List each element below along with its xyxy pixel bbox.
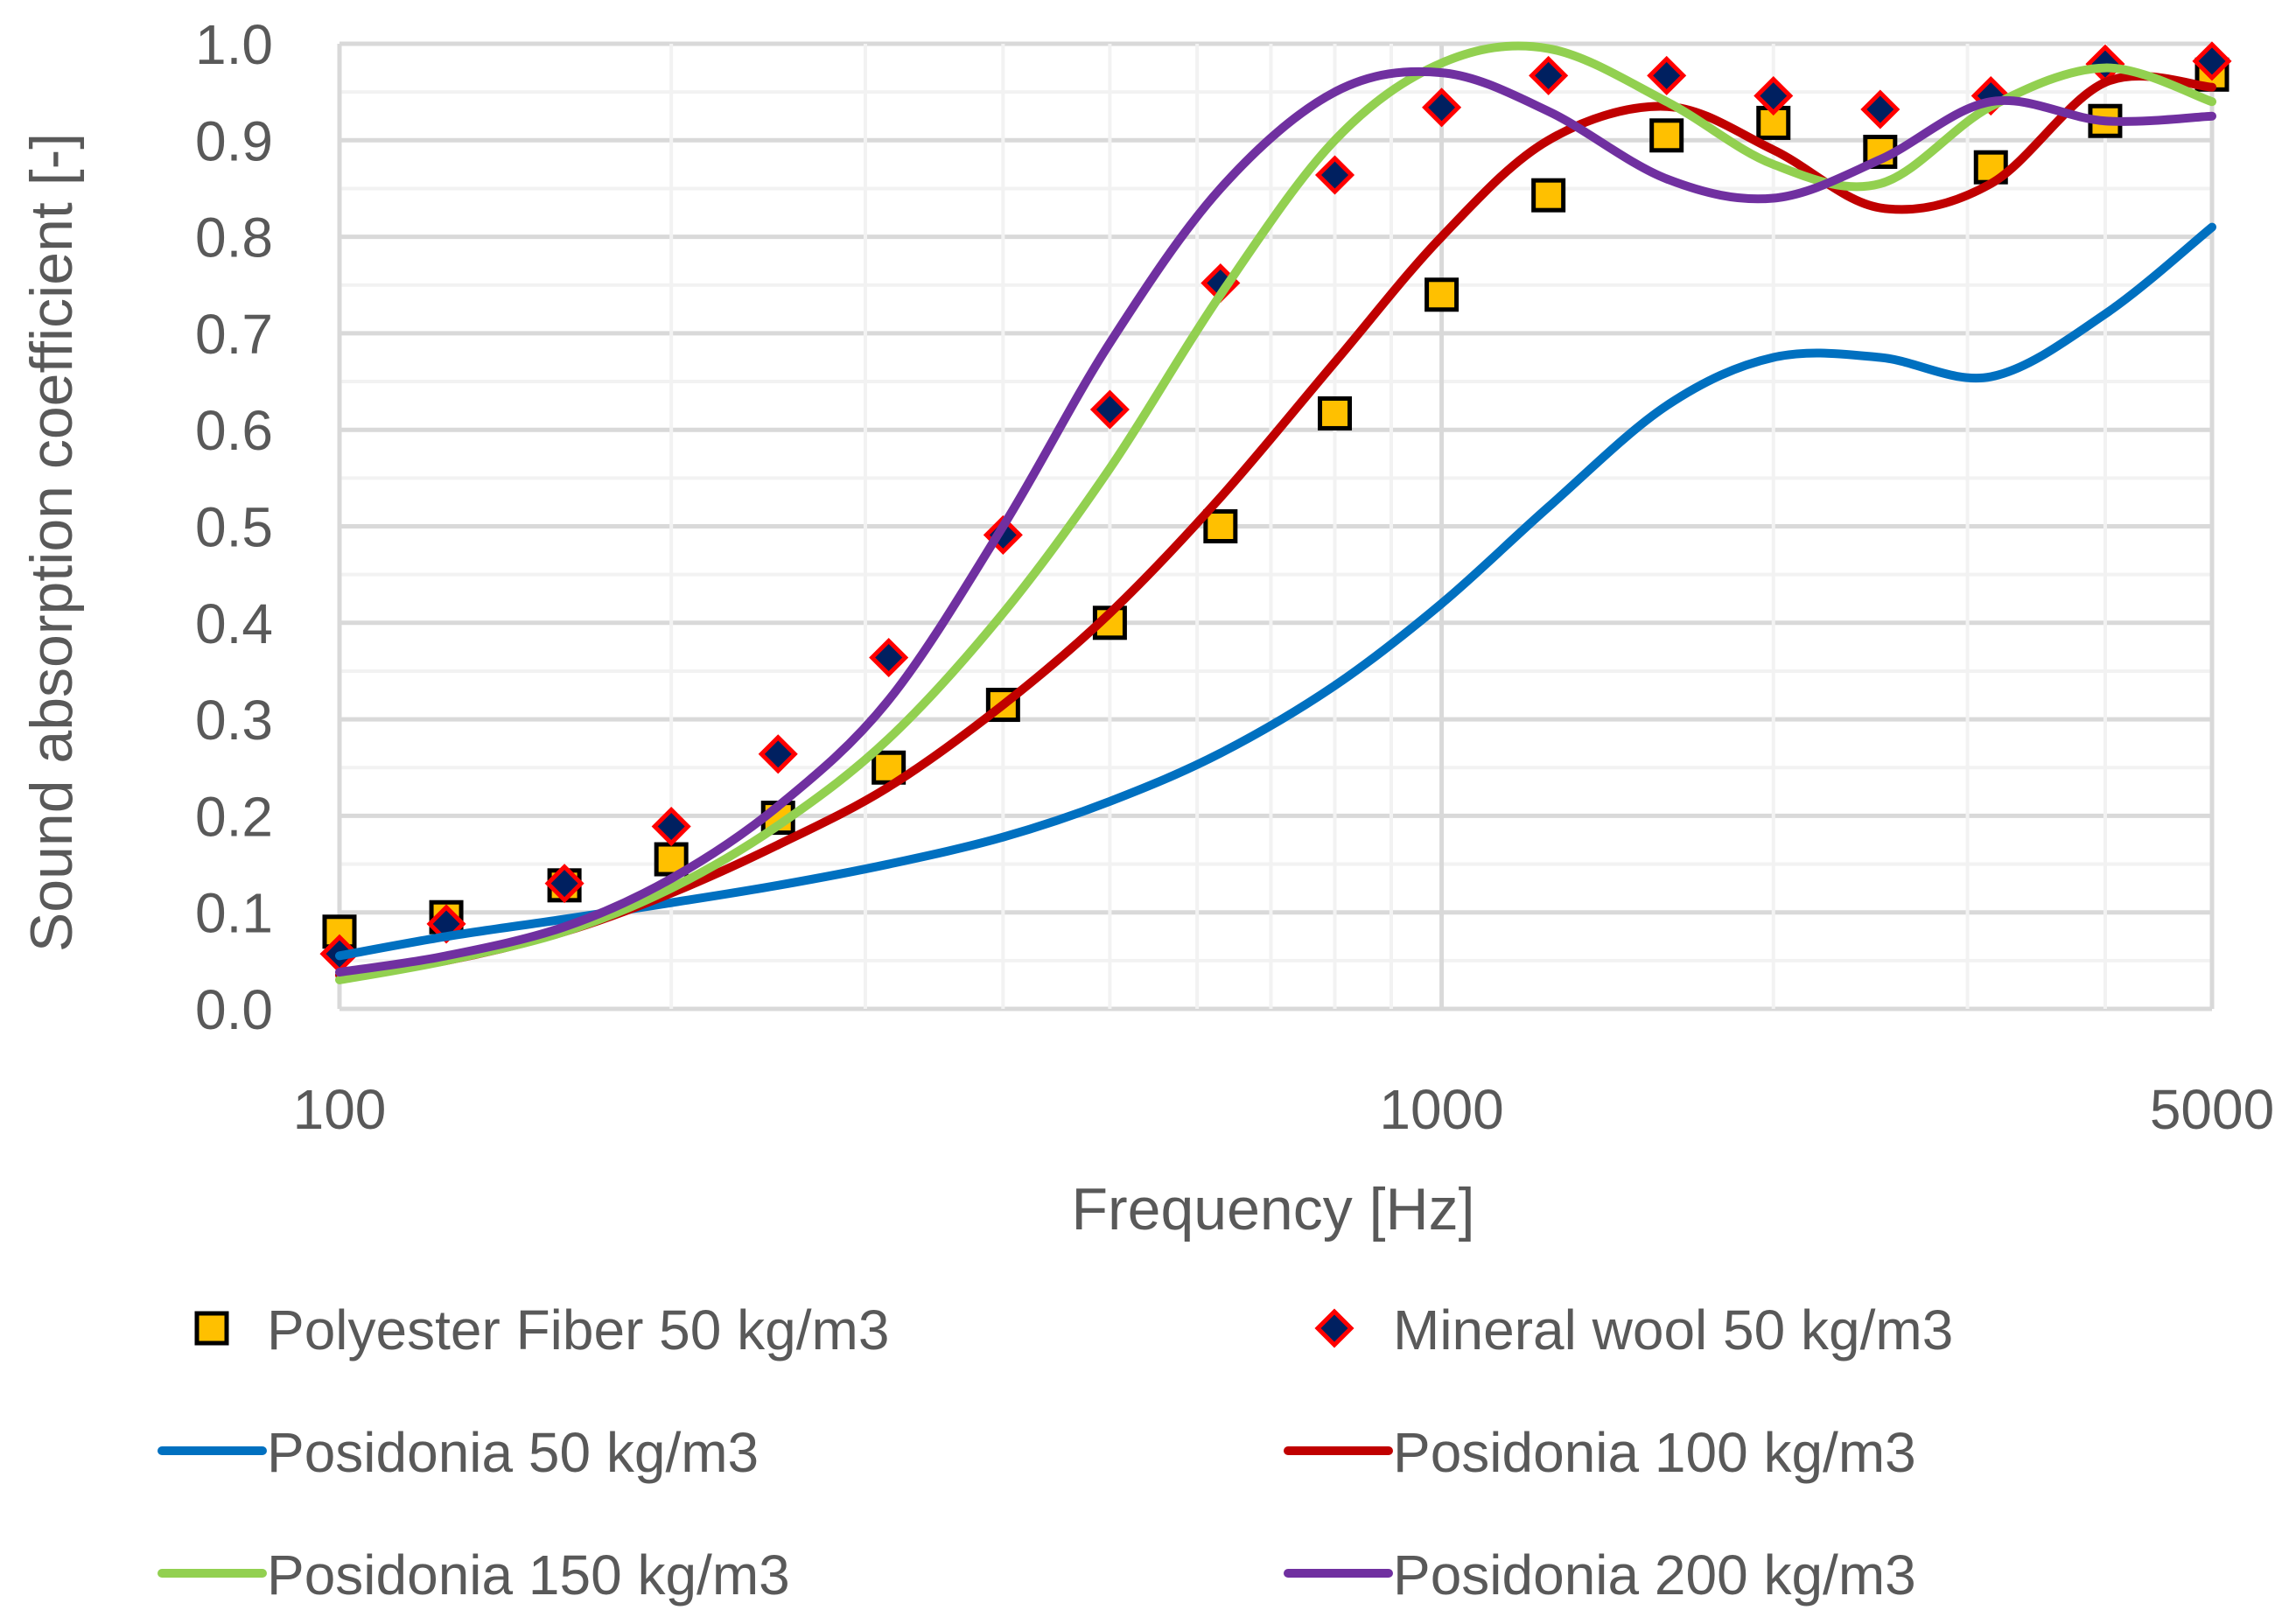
series-line-posidonia-150-kg-m3 (335, 41, 2216, 984)
data-point-diamond (1314, 155, 1355, 195)
y-tick-label: 0.9 (195, 109, 273, 172)
y-tick-label: 0.0 (195, 978, 273, 1041)
series-mineral-wool-50-kg-m3 (319, 41, 2232, 974)
y-tick-labels: 0.0 0.1 0.2 0.3 0.4 0.5 0.6 0.7 0.8 0.9 1.0 (195, 13, 273, 1041)
data-point-square (1756, 105, 1791, 140)
legend-label: Polyester Fiber 50 kg/m3 (267, 1298, 889, 1362)
legend-square-marker (194, 1311, 229, 1346)
data-point-diamond (1860, 89, 1900, 130)
y-tick-label: 0.1 (195, 882, 273, 945)
data-point-diamond (1754, 76, 1794, 116)
data-point-square (1649, 118, 1684, 153)
data-point-square (1424, 277, 1460, 312)
series-line-posidonia-50-kg-m3 (335, 222, 2216, 961)
legend-label: Posidonia 150 kg/m3 (267, 1544, 790, 1606)
y-axis-title: Sound absorption coefficient [-] (18, 133, 85, 952)
data-point-square (1203, 509, 1238, 543)
legend-label: Mineral wool 50 kg/m3 (1393, 1298, 1953, 1362)
legend-label: Posidonia 100 kg/m3 (1393, 1421, 1916, 1484)
legend: Polyester Fiber 50 kg/m3 Mineral wool 50 … (158, 1298, 1953, 1606)
data-point-diamond (651, 806, 691, 847)
legend-item: Posidonia 200 kg/m3 (1284, 1544, 1916, 1606)
legend-item: Posidonia 150 kg/m3 (158, 1544, 790, 1606)
data-point-diamond (2192, 41, 2232, 81)
data-point-square (1531, 178, 1566, 213)
data-point-diamond (1422, 88, 1462, 128)
legend-diamond-marker (1314, 1308, 1354, 1348)
series-polyester-fiber-50-kg-m3 (322, 57, 2230, 949)
y-tick-label: 1.0 (195, 13, 273, 76)
data-point-diamond (869, 637, 909, 678)
x-tick-label: 100 (293, 1078, 387, 1141)
data-point-diamond (1529, 55, 1569, 95)
series-line-posidonia-200-kg-m3 (335, 66, 2216, 977)
y-tick-label: 0.5 (195, 496, 273, 559)
legend-item: Posidonia 100 kg/m3 (1284, 1421, 1916, 1484)
y-tick-label: 0.3 (195, 689, 273, 752)
series-layer (319, 41, 2232, 984)
legend-item: Polyester Fiber 50 kg/m3 (194, 1298, 889, 1362)
y-tick-label: 0.7 (195, 303, 273, 366)
legend-item: Posidonia 50 kg/m3 (158, 1421, 759, 1484)
legend-item: Mineral wool 50 kg/m3 (1314, 1298, 1953, 1362)
y-tick-label: 0.8 (195, 206, 273, 270)
data-point-diamond (544, 864, 584, 904)
x-axis-title: Frequency [Hz] (1071, 1176, 1474, 1242)
x-tick-label: 1000 (1379, 1078, 1503, 1141)
y-tick-label: 0.6 (195, 399, 273, 462)
x-tick-label: 5000 (2150, 1078, 2274, 1141)
grid (337, 41, 2215, 1012)
legend-label: Posidonia 200 kg/m3 (1393, 1544, 1916, 1606)
data-point-square (1318, 396, 1353, 430)
data-point-diamond (758, 734, 798, 774)
y-tick-label: 0.4 (195, 592, 273, 655)
data-point-diamond (1089, 389, 1130, 430)
data-point-diamond (1647, 55, 1687, 95)
x-tick-labels: 100 1000 5000 (293, 1078, 2275, 1141)
legend-label: Posidonia 50 kg/m3 (267, 1421, 759, 1484)
y-tick-label: 0.2 (195, 785, 273, 848)
